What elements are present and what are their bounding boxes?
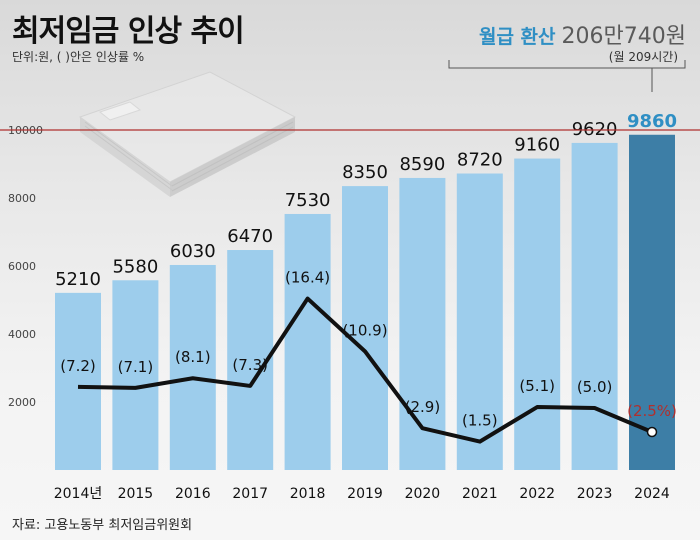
paper-stack-image (78, 71, 297, 197)
rate-label: (16.4) (285, 269, 330, 287)
unit-note: 단위:원, ( )안은 인상률 % (12, 50, 145, 64)
rate-label: (7.1) (118, 358, 154, 376)
bar (629, 134, 675, 470)
rate-series-line (77, 296, 653, 444)
x-tick-label: 2017 (232, 486, 268, 502)
x-tick-label: 2021 (462, 486, 498, 502)
rate-label: (8.1) (175, 348, 211, 366)
rate-end-marker (646, 426, 658, 438)
bar (55, 292, 101, 470)
monthly-wage-note: 월급 환산 206만740원 (479, 18, 686, 50)
bar-value-label: 9860 (627, 111, 677, 132)
rate-label: (5.0) (577, 378, 613, 396)
chart-title: 최저임금 인상 추이 (12, 14, 245, 49)
bar (284, 213, 331, 471)
bar-value-label: 6030 (170, 241, 216, 262)
rate-label: (7.2) (60, 357, 96, 375)
bar (112, 280, 159, 470)
bar-value-label: 6470 (227, 226, 273, 247)
bar (514, 158, 561, 470)
bar-value-label: 8350 (342, 162, 388, 183)
x-tick-label: 2022 (519, 486, 555, 502)
bar (399, 177, 446, 470)
x-tick-label: 2016 (175, 486, 211, 502)
rate-label: (2.9) (405, 398, 441, 416)
bar (456, 173, 503, 470)
x-tick-label: 2014년 (54, 486, 103, 502)
bar (571, 142, 618, 471)
x-tick-label: 2019 (347, 486, 383, 502)
monthly-wage-value: 206만740원 (561, 24, 686, 49)
bar-value-label: 8590 (399, 154, 445, 175)
rate-label: (2.5%) (627, 402, 677, 420)
x-tick-label: 2015 (118, 486, 154, 502)
y-tick-label: 2000 (8, 396, 36, 409)
bar-value-label: 7530 (285, 190, 331, 211)
monthly-wage-label: 월급 환산 (478, 26, 556, 48)
bar-value-label: 5580 (112, 256, 158, 277)
monthly-hours-note: (월 209시간) (608, 50, 678, 64)
x-tick-label: 2020 (405, 486, 441, 502)
bar-value-label: 9160 (514, 135, 560, 156)
bar-value-label: 8720 (457, 150, 503, 171)
rate-label: (10.9) (342, 321, 387, 339)
monthly-bracket (448, 60, 686, 69)
bar (169, 264, 216, 470)
x-tick-label: 2018 (290, 486, 326, 502)
bar (342, 186, 388, 470)
rate-label: (5.1) (519, 377, 555, 395)
y-tick-label: 6000 (8, 260, 36, 273)
y-tick-label: 8000 (8, 192, 36, 205)
rate-label: (7.3) (232, 356, 268, 374)
y-tick-label: 4000 (8, 328, 36, 341)
source-note: 자료: 고용노동부 최저임금위원회 (12, 518, 193, 533)
x-tick-label: 2023 (577, 486, 613, 502)
x-tick-label: 2024 (634, 486, 670, 502)
rate-label: (1.5) (462, 412, 498, 430)
bar-value-label: 5210 (55, 269, 101, 290)
